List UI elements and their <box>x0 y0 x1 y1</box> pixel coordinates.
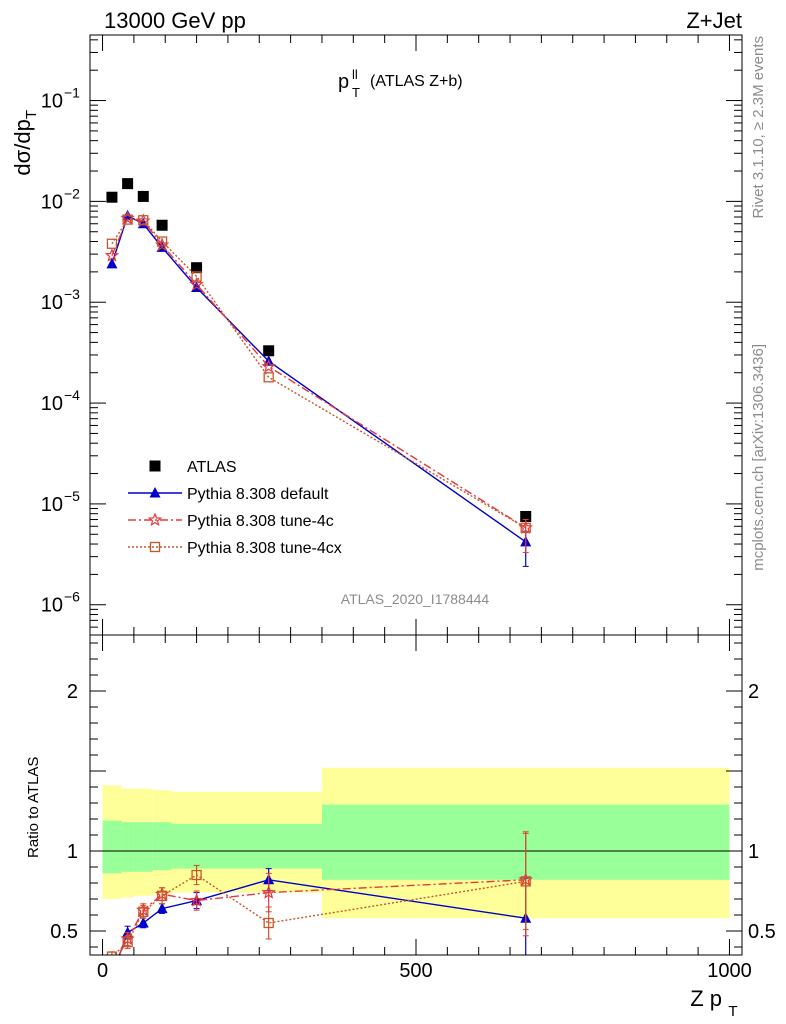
data-point <box>106 951 118 955</box>
data-point <box>261 358 276 373</box>
data-point <box>138 906 149 917</box>
y-tick-label: 10 <box>41 91 63 113</box>
x-tick-label: 1000 <box>707 960 752 982</box>
y-axis-label-sub: T <box>23 110 40 119</box>
x-tick-label: 0 <box>97 960 108 982</box>
y-tick-label-exponent: −4 <box>64 387 80 403</box>
legend-label: Pythia 8.308 tune-4c <box>187 513 334 530</box>
mcplots-label: mcplots.cern.ch [arXiv:1306.3436] <box>750 344 767 571</box>
series-pythia-8-308-tune-4cx <box>106 214 531 533</box>
y-tick-label: 10 <box>41 393 63 415</box>
legend-label: ATLAS <box>187 459 237 476</box>
data-point <box>261 884 276 899</box>
data-point <box>263 917 274 929</box>
chart-title-sub: T <box>352 85 360 100</box>
energy-label: 13000 GeV pp <box>104 8 246 33</box>
legend-marker <box>147 512 163 527</box>
y-tick-label: 10 <box>41 191 63 213</box>
y-tick-label: 2 <box>67 681 78 703</box>
data-point <box>156 890 168 901</box>
series-atlas <box>106 178 532 523</box>
y-tick-label-right: 2 <box>748 681 759 703</box>
data-point <box>106 191 118 203</box>
y-axis-label: dσ/dpT <box>10 110 40 176</box>
stat-uncertainty-band <box>102 820 122 874</box>
stat-uncertainty-band <box>152 822 172 871</box>
data-point <box>137 917 149 928</box>
chart-title: p <box>338 71 349 93</box>
ratio-axis-label: Ratio to ATLAS <box>25 757 42 858</box>
data-point <box>520 511 532 523</box>
y-tick-label: 0.5 <box>50 921 78 943</box>
data-point <box>104 247 120 262</box>
legend-marker <box>149 487 161 498</box>
y-tick-label-exponent: −5 <box>64 488 80 504</box>
series-line <box>111 218 527 529</box>
legend-label: Pythia 8.308 default <box>187 486 329 503</box>
chart-title-rest: (ATLAS Z+b) <box>370 73 463 90</box>
data-point <box>191 262 203 274</box>
data-point <box>106 257 118 269</box>
top-series <box>104 178 533 567</box>
series-pythia-8-308-tune-4cx <box>106 832 531 955</box>
data-point <box>106 238 118 249</box>
rivet-version-label: Rivet 3.1.10, ≥ 2.3M events <box>750 36 767 219</box>
data-point <box>156 236 168 247</box>
y-tick-label-exponent: −6 <box>64 589 80 605</box>
data-point <box>156 902 168 914</box>
y-tick-label-right: 1 <box>748 841 759 863</box>
x-axis-label-sub: T <box>728 1003 737 1020</box>
data-point <box>520 522 531 533</box>
y-tick-label: 10 <box>41 494 63 516</box>
y-tick-label-exponent: −1 <box>64 85 80 101</box>
data-point <box>263 372 274 383</box>
data-point <box>156 219 168 231</box>
data-point <box>138 215 149 226</box>
y-tick-label-right: 0.5 <box>748 921 776 943</box>
y-tick-label: 10 <box>41 595 63 617</box>
analysis-watermark: ATLAS_2020_I1788444 <box>341 591 490 607</box>
x-tick-label: 500 <box>399 960 432 982</box>
data-point <box>191 869 202 881</box>
y-tick-label-exponent: −3 <box>64 286 80 302</box>
data-point <box>137 190 149 202</box>
data-point <box>122 214 133 225</box>
ratio-panel: 0.5 0.5 1 1 2 2 0 500 1000 Z p T Ratio to ATLAS <box>25 634 776 1020</box>
data-point <box>122 937 133 948</box>
stat-uncertainty-band <box>171 823 322 869</box>
y-tick-label-exponent: −2 <box>64 185 80 201</box>
legend-label: Pythia 8.308 tune-4cx <box>187 540 342 557</box>
x-axis-label: Z p <box>690 986 722 1011</box>
data-point <box>520 876 531 887</box>
y-tick-label: 10 <box>41 292 63 314</box>
data-point <box>191 271 202 282</box>
process-label: Z+Jet <box>686 8 742 33</box>
ratio-content <box>90 767 742 955</box>
legend-marker <box>149 541 161 553</box>
y-tick-label: 1 <box>67 841 78 863</box>
legend-marker <box>149 460 161 472</box>
y-axis-label-main: dσ/dp <box>10 119 35 175</box>
data-point <box>263 345 275 357</box>
series-line <box>111 217 527 529</box>
legend: ATLAS Pythia 8.308 default Pythia 8.308 tu… <box>128 459 342 557</box>
stat-uncertainty-band <box>133 822 153 872</box>
data-point <box>122 178 134 190</box>
chart-title-sup: ll <box>352 67 358 82</box>
data-point <box>189 892 204 907</box>
stat-uncertainty-band <box>121 822 134 872</box>
